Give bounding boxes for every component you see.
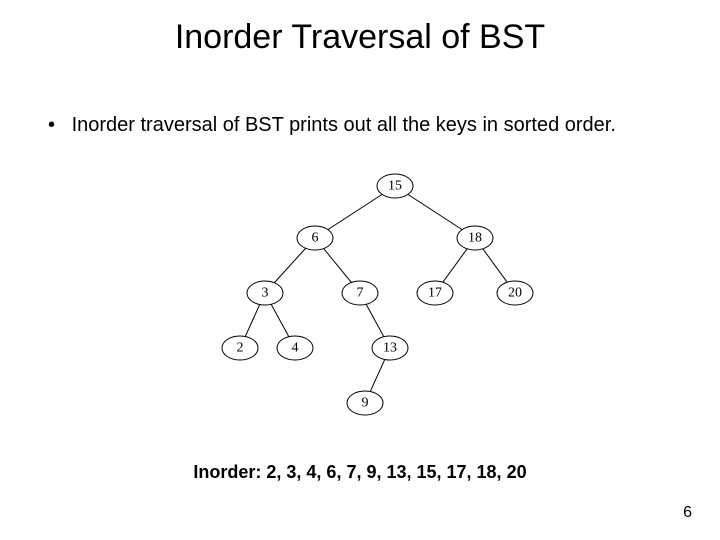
tree-edge xyxy=(271,304,289,336)
bullet-text: Inorder traversal of BST prints out all … xyxy=(72,112,632,139)
tree-node-label: 2 xyxy=(237,341,244,356)
tree-node-label: 6 xyxy=(312,231,319,246)
slide: Inorder Traversal of BST • Inorder trave… xyxy=(0,0,720,540)
inorder-result: Inorder: 2, 3, 4, 6, 7, 9, 13, 15, 17, 1… xyxy=(0,462,720,483)
tree-node-label: 3 xyxy=(262,286,269,301)
tree-node-label: 9 xyxy=(362,396,369,411)
tree-edge xyxy=(245,304,260,336)
tree-node-label: 20 xyxy=(508,286,522,301)
bullet-row: • Inorder traversal of BST prints out al… xyxy=(48,112,660,139)
tree-edge xyxy=(483,249,507,282)
bullet-dot: • xyxy=(48,112,66,139)
tree-edge xyxy=(408,194,462,229)
tree-node-label: 4 xyxy=(292,341,299,356)
slide-title: Inorder Traversal of BST xyxy=(0,18,720,57)
tree-node-label: 7 xyxy=(357,286,364,301)
tree-edge xyxy=(328,194,382,229)
page-number: 6 xyxy=(683,504,692,522)
tree-node-label: 15 xyxy=(388,179,402,194)
tree-svg: 15 6 18 3 7 17 20 2 4 13 9 xyxy=(220,168,540,438)
tree-edge xyxy=(443,249,467,282)
tree-edge xyxy=(370,359,385,391)
tree-edge xyxy=(324,249,352,283)
tree-edge xyxy=(274,248,305,282)
tree-node-label: 17 xyxy=(428,286,442,301)
tree-node-label: 13 xyxy=(383,341,397,356)
tree-node-label: 18 xyxy=(468,231,482,246)
bst-tree-diagram: 15 6 18 3 7 17 20 2 4 13 9 xyxy=(220,168,540,438)
tree-edge xyxy=(366,304,384,336)
